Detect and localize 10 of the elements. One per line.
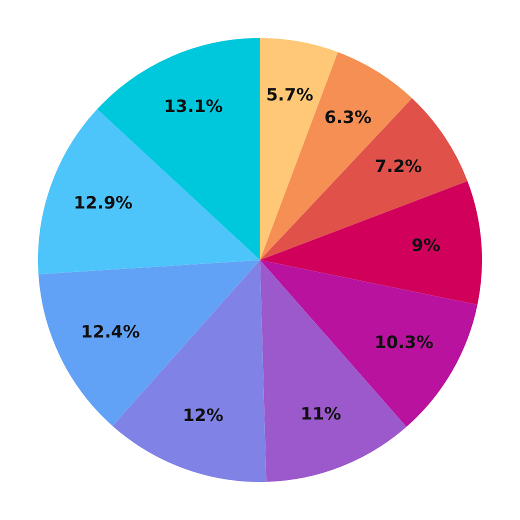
data-label: 5.7% <box>266 86 314 106</box>
data-label: 11% <box>300 404 342 424</box>
data-label: 12.4% <box>80 322 140 343</box>
data-label: 12% <box>182 406 224 426</box>
data-label: 10.3% <box>374 333 434 354</box>
data-label: 13.1% <box>164 96 223 117</box>
data-label: 12.9% <box>74 194 133 214</box>
data-label: 7.2% <box>374 156 422 177</box>
data-label: 9% <box>412 236 440 256</box>
data-label: 6.3% <box>324 108 372 128</box>
